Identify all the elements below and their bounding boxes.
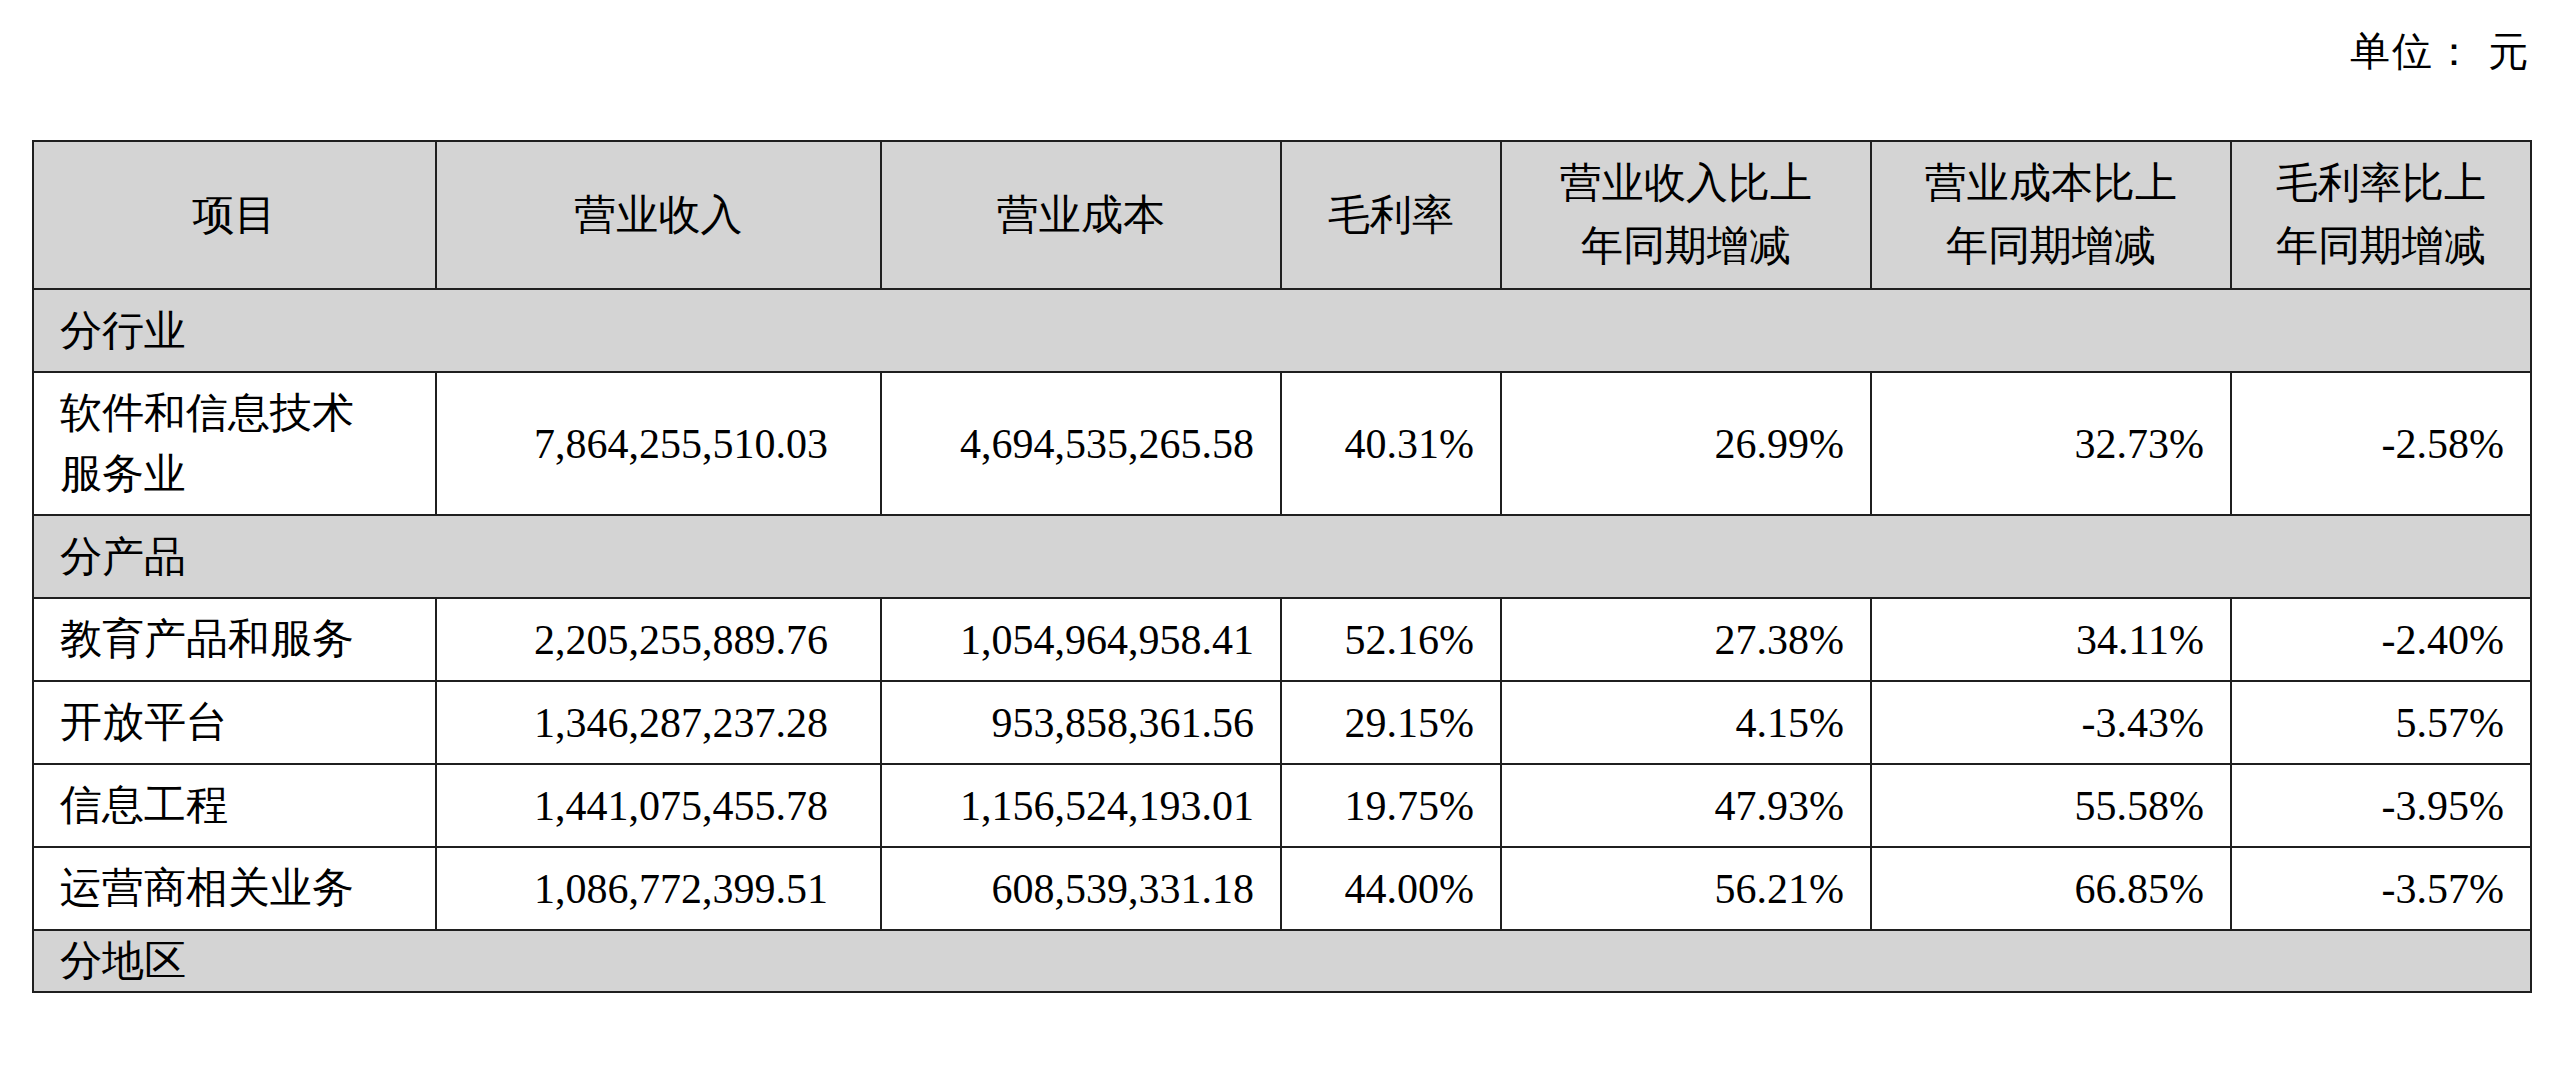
cost-yoy-cell: 34.11% — [1871, 598, 2231, 681]
header-cell-revenue: 营业收入 — [436, 141, 881, 289]
revenue-cell: 7,864,255,510.03 — [436, 372, 881, 515]
cost-cell: 1,156,524,193.01 — [881, 764, 1281, 847]
revenue-cell: 1,086,772,399.51 — [436, 847, 881, 930]
cost-yoy-cell: 66.85% — [1871, 847, 2231, 930]
revenue-cell: 2,205,255,889.76 — [436, 598, 881, 681]
table-data-row: 软件和信息技术 服务业 7,864,255,510.03 4,694,535,2… — [33, 372, 2531, 515]
header-cell-cost-yoy: 营业成本比上 年同期增减 — [1871, 141, 2231, 289]
table-data-row: 信息工程 1,441,075,455.78 1,156,524,193.01 1… — [33, 764, 2531, 847]
margin-yoy-cell: -2.40% — [2231, 598, 2531, 681]
header-cell-cost: 营业成本 — [881, 141, 1281, 289]
margin-yoy-cell: -2.58% — [2231, 372, 2531, 515]
cost-cell: 953,858,361.56 — [881, 681, 1281, 764]
section-label: 分行业 — [33, 289, 2531, 372]
margin-yoy-cell: -3.95% — [2231, 764, 2531, 847]
margin-cell: 40.31% — [1281, 372, 1501, 515]
cost-yoy-cell: -3.43% — [1871, 681, 2231, 764]
unit-label: 单位： 元 — [2350, 24, 2530, 79]
table-data-row: 开放平台 1,346,287,237.28 953,858,361.56 29.… — [33, 681, 2531, 764]
section-row-by-product: 分产品 — [33, 515, 2531, 598]
table-header-row: 项目 营业收入 营业成本 毛利率 营业收入比上 年同期增减 营业成本比上 年同期… — [33, 141, 2531, 289]
revenue-cell: 1,346,287,237.28 — [436, 681, 881, 764]
document-page: 单位： 元 项目 营业收入 营业成本 毛利率 营业收入比上 年同期增减 营业成本… — [0, 0, 2560, 1076]
cost-cell: 1,054,964,958.41 — [881, 598, 1281, 681]
financial-segment-table: 项目 营业收入 营业成本 毛利率 营业收入比上 年同期增减 营业成本比上 年同期… — [32, 140, 2532, 993]
header-cell-revenue-yoy: 营业收入比上 年同期增减 — [1501, 141, 1871, 289]
cost-cell: 4,694,535,265.58 — [881, 372, 1281, 515]
margin-cell: 52.16% — [1281, 598, 1501, 681]
item-cell: 教育产品和服务 — [33, 598, 436, 681]
table-data-row: 教育产品和服务 2,205,255,889.76 1,054,964,958.4… — [33, 598, 2531, 681]
header-cell-margin-yoy: 毛利率比上 年同期增减 — [2231, 141, 2531, 289]
section-row-by-region: 分地区 — [33, 930, 2531, 992]
table-data-row: 运营商相关业务 1,086,772,399.51 608,539,331.18 … — [33, 847, 2531, 930]
margin-cell: 29.15% — [1281, 681, 1501, 764]
margin-yoy-cell: -3.57% — [2231, 847, 2531, 930]
cost-yoy-cell: 55.58% — [1871, 764, 2231, 847]
section-label: 分地区 — [33, 930, 2531, 992]
section-label: 分产品 — [33, 515, 2531, 598]
header-cell-margin: 毛利率 — [1281, 141, 1501, 289]
cost-cell: 608,539,331.18 — [881, 847, 1281, 930]
margin-cell: 44.00% — [1281, 847, 1501, 930]
revenue-yoy-cell: 27.38% — [1501, 598, 1871, 681]
revenue-cell: 1,441,075,455.78 — [436, 764, 881, 847]
revenue-yoy-cell: 47.93% — [1501, 764, 1871, 847]
header-cell-item: 项目 — [33, 141, 436, 289]
revenue-yoy-cell: 56.21% — [1501, 847, 1871, 930]
section-row-by-industry: 分行业 — [33, 289, 2531, 372]
item-cell: 运营商相关业务 — [33, 847, 436, 930]
item-cell: 软件和信息技术 服务业 — [33, 372, 436, 515]
margin-cell: 19.75% — [1281, 764, 1501, 847]
revenue-yoy-cell: 26.99% — [1501, 372, 1871, 515]
item-cell: 信息工程 — [33, 764, 436, 847]
table-header: 项目 营业收入 营业成本 毛利率 营业收入比上 年同期增减 营业成本比上 年同期… — [33, 141, 2531, 289]
revenue-yoy-cell: 4.15% — [1501, 681, 1871, 764]
cost-yoy-cell: 32.73% — [1871, 372, 2231, 515]
margin-yoy-cell: 5.57% — [2231, 681, 2531, 764]
item-cell: 开放平台 — [33, 681, 436, 764]
